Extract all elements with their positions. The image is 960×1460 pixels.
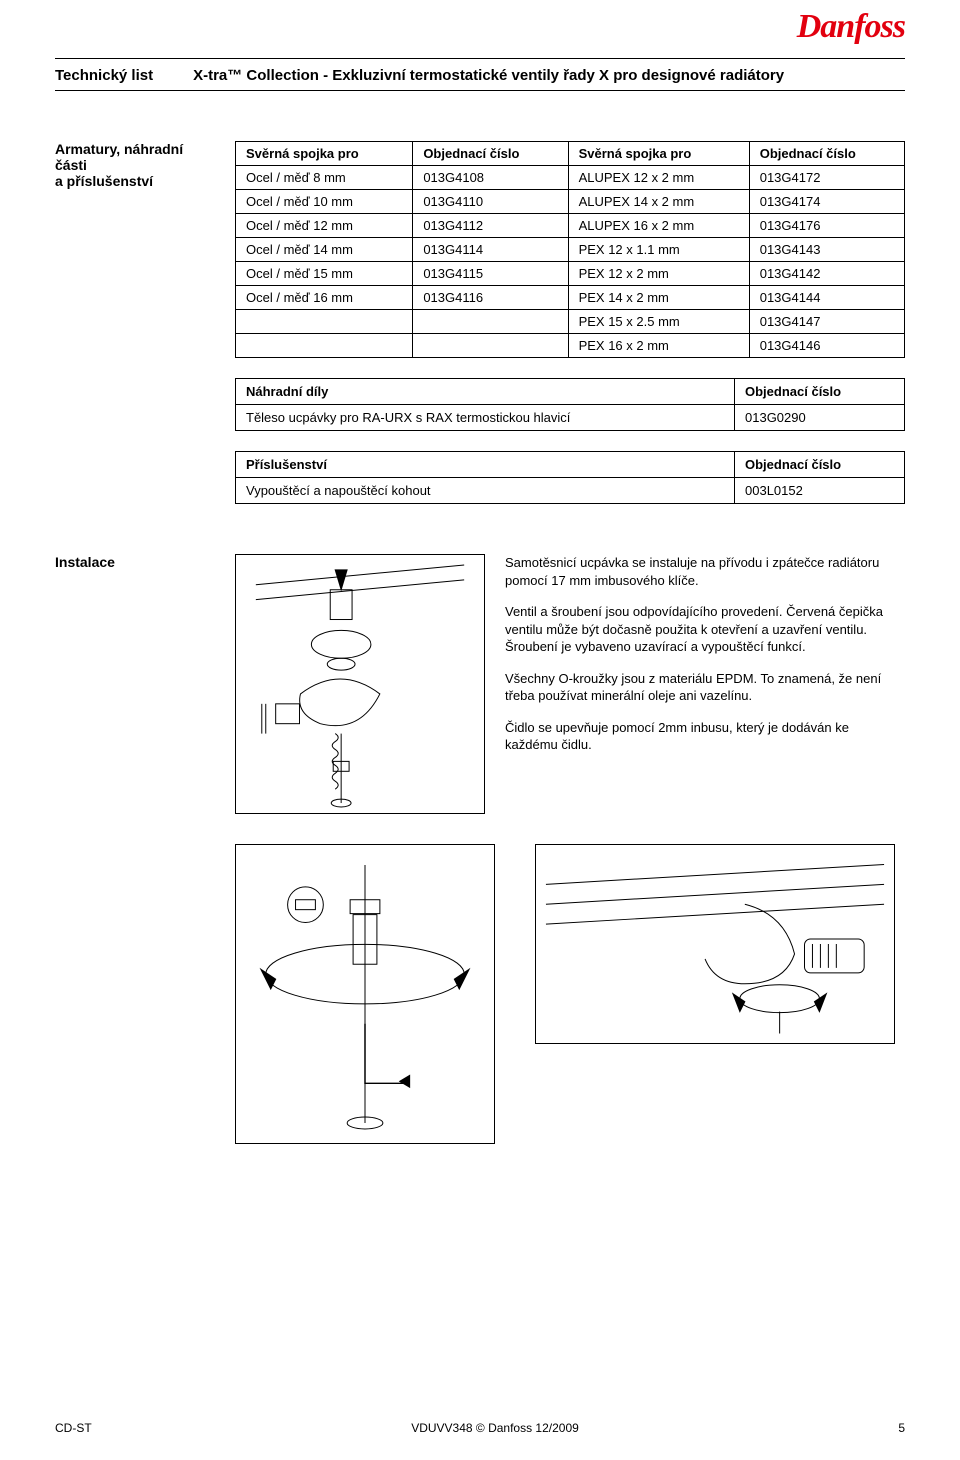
bottom-figures [235, 844, 905, 1144]
accessories-table: Příslušenství Objednací číslo Vypouštěcí… [235, 451, 905, 504]
header-rule [55, 58, 905, 59]
col-header: Svěrná spojka pro [236, 142, 413, 166]
table-row: Ocel / měď 16 mm013G4116PEX 14 x 2 mm013… [236, 286, 905, 310]
section-installation: Instalace Samotěsnicí ucpávka se inst [55, 554, 905, 814]
col-header: Svěrná spojka pro [568, 142, 749, 166]
table-cell [236, 310, 413, 334]
table-cell: 013G4146 [749, 334, 904, 358]
table-cell: 013G4172 [749, 166, 904, 190]
label-line: a příslušenství [55, 173, 153, 189]
installation-label: Instalace [55, 554, 215, 570]
table-cell: Ocel / měď 10 mm [236, 190, 413, 214]
table-cell: 013G4147 [749, 310, 904, 334]
installation-figure-2 [235, 844, 495, 1144]
table-row: Těleso ucpávky pro RA-URX s RAX termosti… [236, 405, 905, 431]
installation-text: Samotěsnicí ucpávka se instaluje na přív… [505, 554, 905, 768]
page-footer: CD-ST VDUVV348 © Danfoss 12/2009 5 [55, 1421, 905, 1435]
table-cell: 013G0290 [735, 405, 905, 431]
table-cell: 013G4114 [413, 238, 568, 262]
table-cell: 013G4142 [749, 262, 904, 286]
footer-left: CD-ST [55, 1421, 92, 1435]
header-rule-2 [55, 90, 905, 91]
table-row: Ocel / měď 12 mm013G4112ALUPEX 16 x 2 mm… [236, 214, 905, 238]
table-cell: 013G4115 [413, 262, 568, 286]
col-header: Objednací číslo [413, 142, 568, 166]
table-cell: Ocel / měď 8 mm [236, 166, 413, 190]
section-fittings-label: Armatury, náhradní části a příslušenství [55, 141, 215, 504]
install-p: Ventil a šroubení jsou odpovídajícího pr… [505, 603, 905, 656]
table-cell: PEX 15 x 2.5 mm [568, 310, 749, 334]
table-row: Vypouštěcí a napouštěcí kohout003L0152 [236, 478, 905, 504]
installation-figure-3 [535, 844, 895, 1044]
table-row: PEX 16 x 2 mm013G4146 [236, 334, 905, 358]
table-cell: Ocel / měď 15 mm [236, 262, 413, 286]
section-fittings-content: Svěrná spojka pro Objednací číslo Svěrná… [235, 141, 905, 504]
table-cell: 013G4143 [749, 238, 904, 262]
table-cell [236, 334, 413, 358]
installation-figure-1 [235, 554, 485, 814]
table-cell: 013G4112 [413, 214, 568, 238]
install-p: Všechny O-kroužky jsou z materiálu EPDM.… [505, 670, 905, 705]
label-line: Armatury, náhradní části [55, 141, 183, 173]
brand-logo: Danfoss [797, 8, 905, 46]
table-row: Ocel / měď 14 mm013G4114PEX 12 x 1.1 mm0… [236, 238, 905, 262]
table-cell: Ocel / měď 16 mm [236, 286, 413, 310]
table-cell: ALUPEX 14 x 2 mm [568, 190, 749, 214]
table-cell: PEX 12 x 2 mm [568, 262, 749, 286]
col-header: Náhradní díly [236, 379, 735, 405]
table-cell: Vypouštěcí a napouštěcí kohout [236, 478, 735, 504]
table-cell: 013G4174 [749, 190, 904, 214]
table-cell: 003L0152 [735, 478, 905, 504]
footer-center: VDUVV348 © Danfoss 12/2009 [411, 1421, 579, 1435]
col-header: Příslušenství [236, 452, 735, 478]
table-row: Ocel / měď 10 mm013G4110ALUPEX 14 x 2 mm… [236, 190, 905, 214]
table-cell: Ocel / měď 14 mm [236, 238, 413, 262]
col-header: Objednací číslo [735, 379, 905, 405]
table-cell: Ocel / měď 12 mm [236, 214, 413, 238]
table-cell [413, 310, 568, 334]
doc-type: Technický list [55, 67, 153, 84]
table-row: PEX 15 x 2.5 mm013G4147 [236, 310, 905, 334]
table-row: Ocel / měď 15 mm013G4115PEX 12 x 2 mm013… [236, 262, 905, 286]
table-cell: PEX 16 x 2 mm [568, 334, 749, 358]
table-cell: ALUPEX 16 x 2 mm [568, 214, 749, 238]
col-header: Objednací číslo [749, 142, 904, 166]
fittings-table: Svěrná spojka pro Objednací číslo Svěrná… [235, 141, 905, 358]
table-cell: 013G4116 [413, 286, 568, 310]
section-fittings: Armatury, náhradní části a příslušenství… [55, 141, 905, 504]
table-cell: 013G4110 [413, 190, 568, 214]
spare-parts-table: Náhradní díly Objednací číslo Těleso ucp… [235, 378, 905, 431]
footer-right: 5 [898, 1421, 905, 1435]
table-cell: 013G4144 [749, 286, 904, 310]
table-cell: PEX 12 x 1.1 mm [568, 238, 749, 262]
table-cell: Těleso ucpávky pro RA-URX s RAX termosti… [236, 405, 735, 431]
install-p: Čidlo se upevňuje pomocí 2mm inbusu, kte… [505, 719, 905, 754]
install-p: Samotěsnicí ucpávka se instaluje na přív… [505, 554, 905, 589]
table-cell: 013G4108 [413, 166, 568, 190]
header-row: Technický list X-tra™ Collection - Exklu… [55, 67, 905, 84]
table-cell: PEX 14 x 2 mm [568, 286, 749, 310]
table-cell: ALUPEX 12 x 2 mm [568, 166, 749, 190]
table-cell: 013G4176 [749, 214, 904, 238]
table-cell [413, 334, 568, 358]
table-row: Ocel / měď 8 mm013G4108ALUPEX 12 x 2 mm0… [236, 166, 905, 190]
col-header: Objednací číslo [735, 452, 905, 478]
doc-title: X-tra™ Collection - Exkluzivní termostat… [193, 67, 784, 84]
